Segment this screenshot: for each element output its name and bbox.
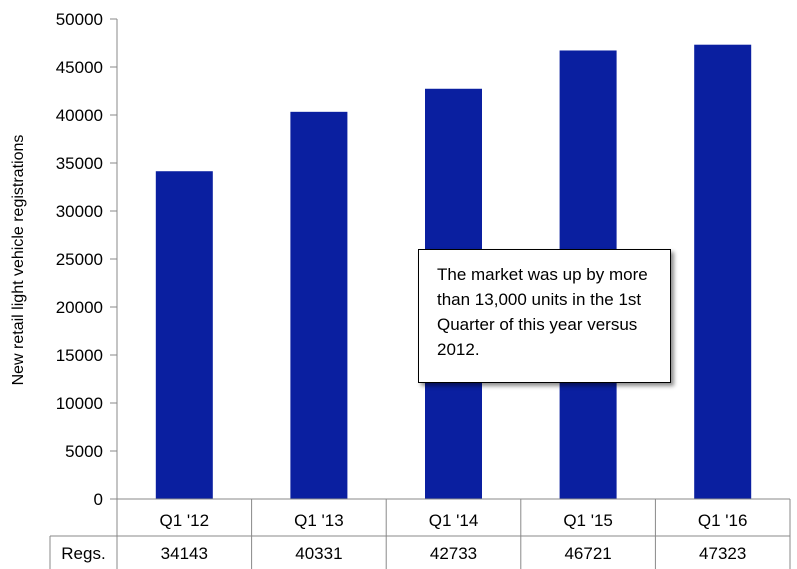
y-tick-label: 15000 <box>56 346 103 365</box>
annotation-text: The market was up by more than 13,000 un… <box>437 265 648 359</box>
data-table-value: 40331 <box>295 544 342 563</box>
y-tick-label: 40000 <box>56 106 103 125</box>
axis-lines <box>116 19 790 569</box>
y-tick-label: 5000 <box>65 442 103 461</box>
data-table-value: 47323 <box>699 544 746 563</box>
bar <box>694 44 752 500</box>
x-category-label: Q1 '16 <box>698 511 748 530</box>
data-table-value: 42733 <box>430 544 477 563</box>
data-table-value: 34143 <box>161 544 208 563</box>
y-tick-label: 10000 <box>56 394 103 413</box>
y-tick-label: 35000 <box>56 154 103 173</box>
y-tick-label: 45000 <box>56 58 103 77</box>
annotation-callout: The market was up by more than 13,000 un… <box>418 249 671 383</box>
y-tick-label: 0 <box>94 490 103 509</box>
table-row-label: Regs. <box>61 544 105 563</box>
x-category-label: Q1 '12 <box>160 511 210 530</box>
y-tick-label: 30000 <box>56 202 103 221</box>
bar <box>290 111 348 500</box>
bar <box>155 171 213 499</box>
y-axis-title: New retail light vehicle registrations <box>10 135 27 386</box>
y-tick-label: 50000 <box>56 10 103 29</box>
x-category-label: Q1 '13 <box>294 511 344 530</box>
x-category-label: Q1 '14 <box>429 511 479 530</box>
y-tick-label: 20000 <box>56 298 103 317</box>
data-table-value: 46721 <box>564 544 611 563</box>
x-category-label: Q1 '15 <box>563 511 613 530</box>
y-tick-label: 25000 <box>56 250 103 269</box>
data-table: Q1 '12 Q1 '13 Q1 '14 Q1 '15 Q1 '16 Regs. 34143… <box>49 499 791 569</box>
y-axis: 0 5000 10000 15000 20000 25000 30000 35000 40000… <box>56 10 117 509</box>
